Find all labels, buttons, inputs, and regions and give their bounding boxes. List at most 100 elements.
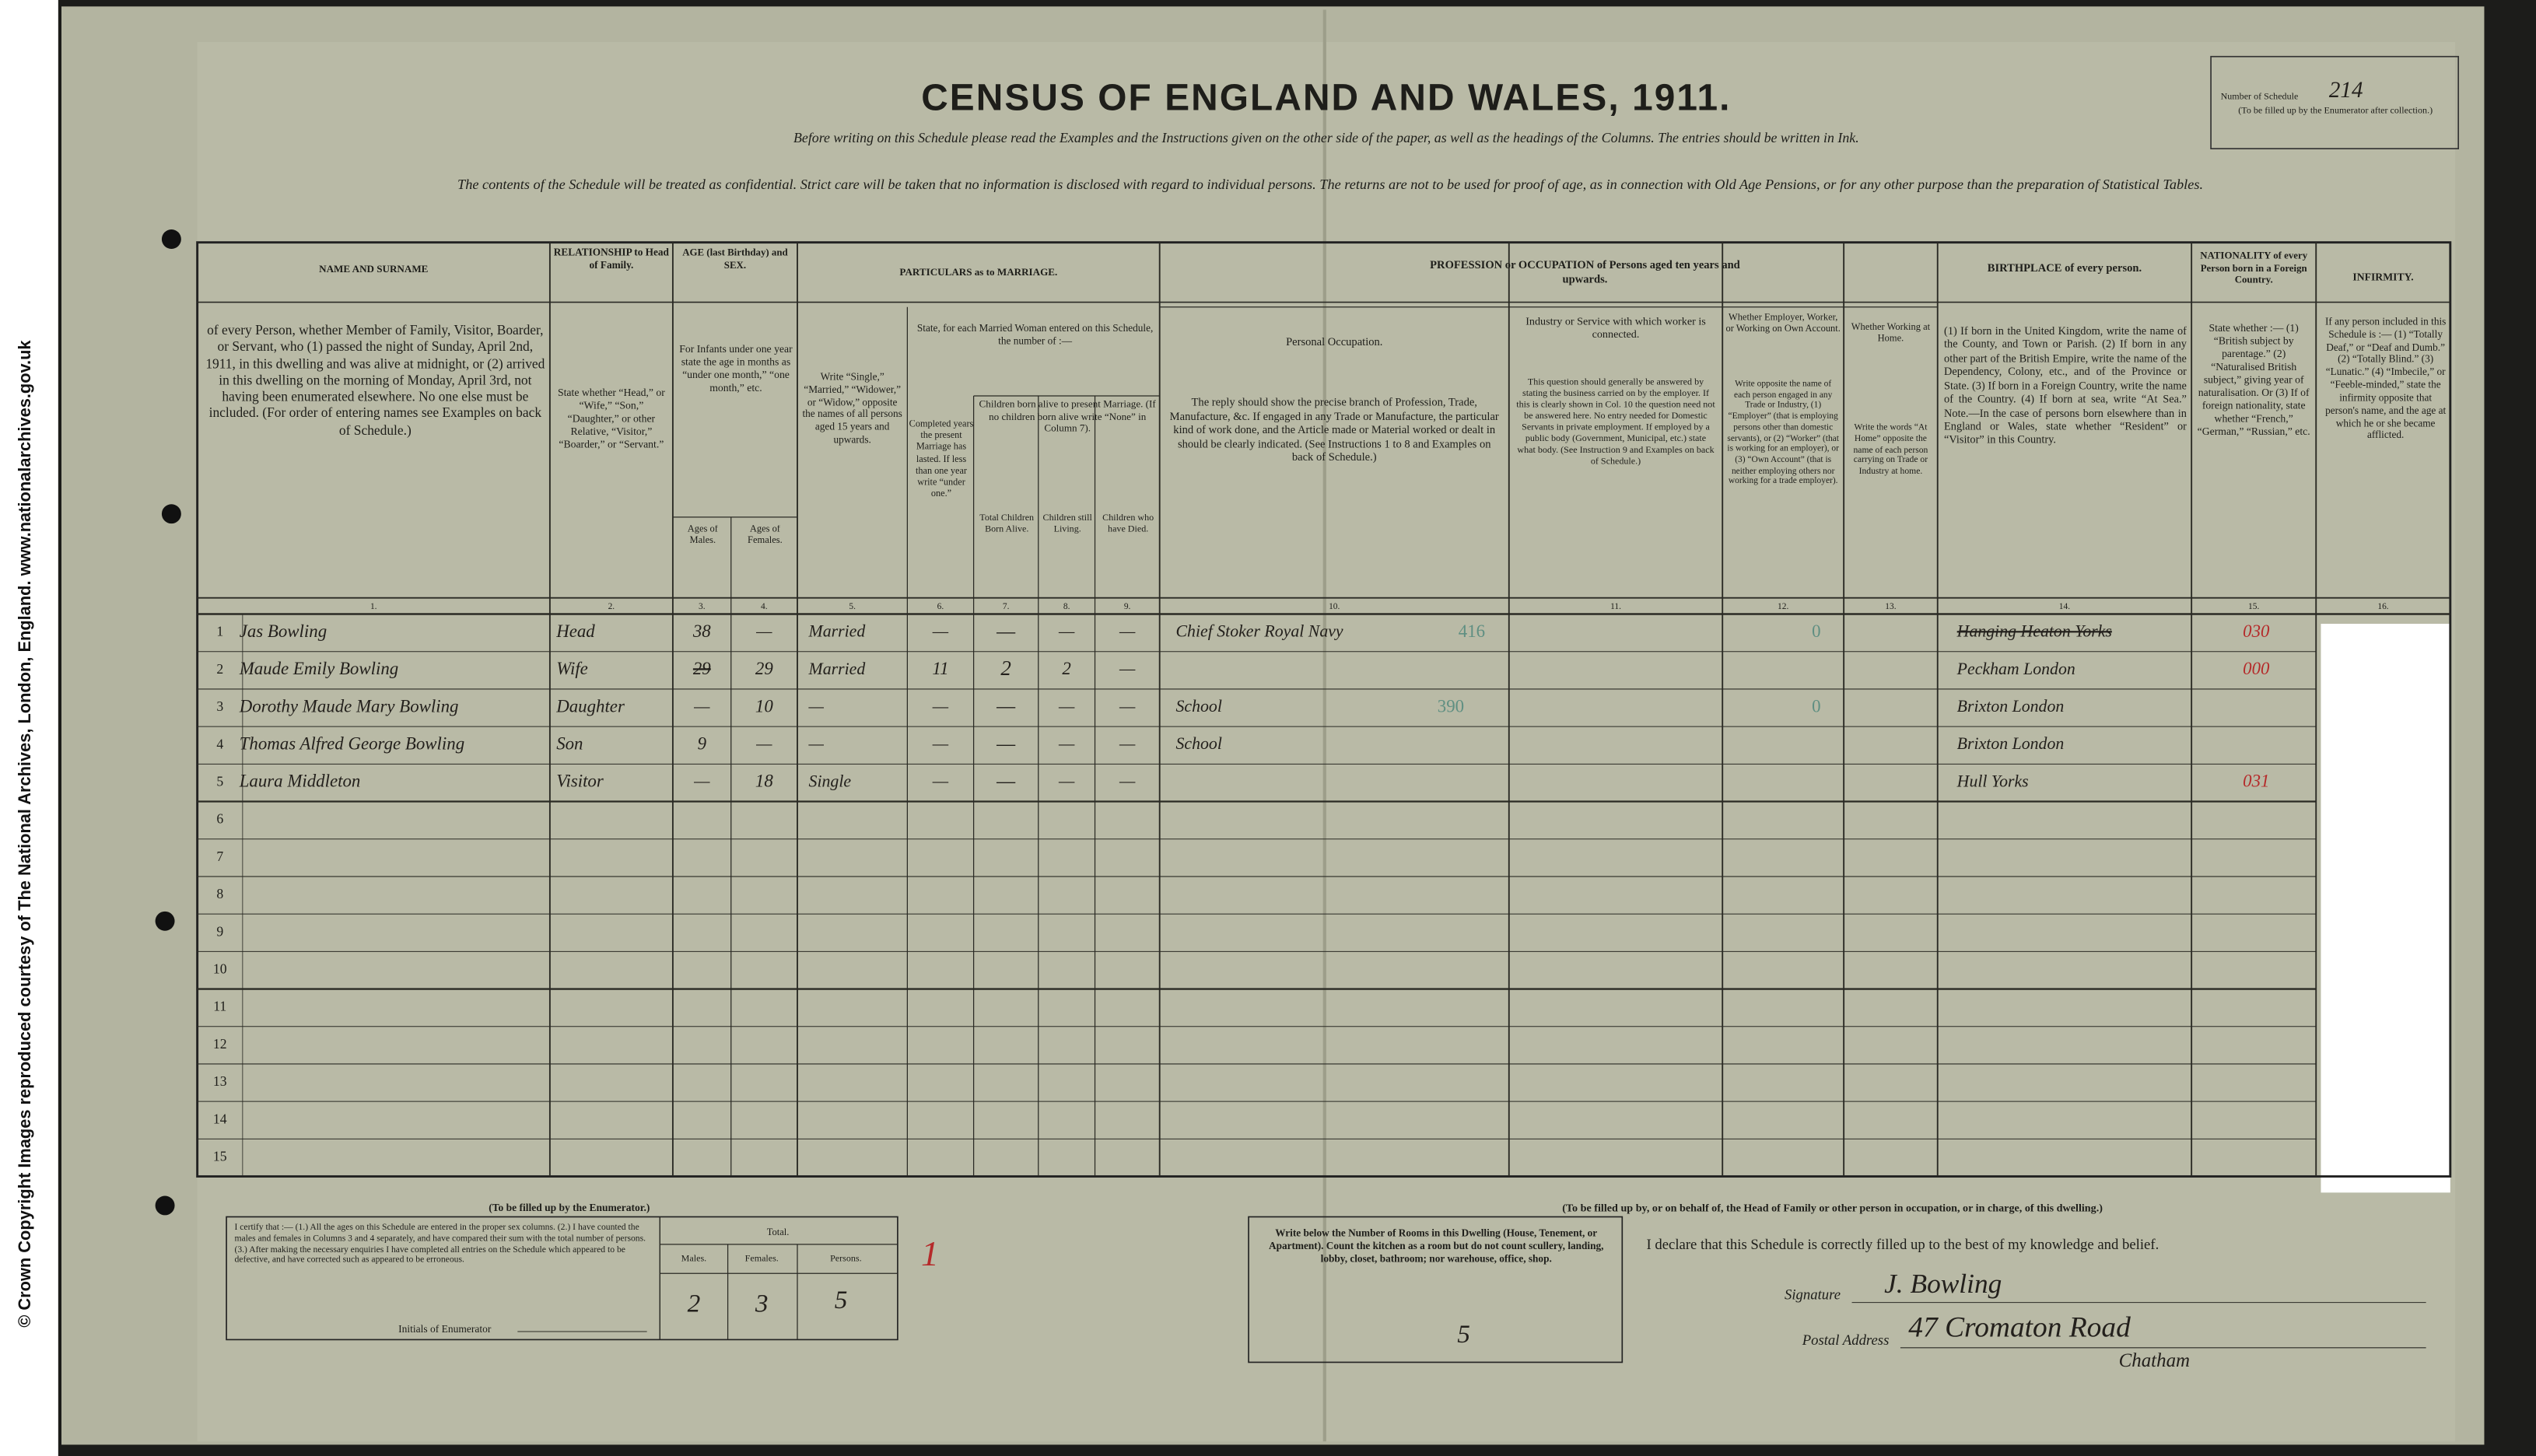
column-number: 16. <box>2377 602 2388 611</box>
column-number: 14. <box>2059 602 2070 611</box>
children-born-alive: — <box>996 694 1016 717</box>
enumerator-box <box>226 1216 898 1341</box>
row-number: 10 <box>213 961 227 976</box>
column-subheading-box: Ages of Females. <box>748 525 783 547</box>
relationship: Visitor <box>556 772 604 791</box>
enumerator-mark: 1 <box>921 1234 939 1273</box>
column-number: 1. <box>370 602 377 611</box>
column-number: 11. <box>1610 602 1621 611</box>
column-description-box: of every Person, whether Member of Famil… <box>205 323 545 438</box>
section-heading: (To be filled up by the Enumerator.) <box>489 1202 650 1213</box>
column-number: 7. <box>1003 602 1010 611</box>
occupation-code: 416 <box>1459 621 1485 641</box>
marriage-years: 11 <box>932 659 948 678</box>
punch-hole <box>161 504 181 524</box>
row-number: 3 <box>216 698 223 714</box>
birthplace: Brixton London <box>1957 697 2065 716</box>
redaction <box>2321 623 2450 1193</box>
children-living: — <box>1058 621 1075 641</box>
person-name: Dorothy Maude Mary Bowling <box>239 696 459 716</box>
children-living: — <box>1058 696 1075 716</box>
marital-condition: Married <box>808 622 866 641</box>
schedule-note: (To be filled up by the Enumerator after… <box>2238 107 2433 117</box>
column-description: Completed years the present Marriage has… <box>909 420 974 500</box>
row-number: 12 <box>213 1036 227 1052</box>
column-description-box: Write the words “At Home” opposite the n… <box>1853 423 1928 477</box>
relationship: Wife <box>556 659 588 678</box>
column-heading-box: PROFESSION or OCCUPATION of Persons aged… <box>1430 258 1740 285</box>
column-subheading-box: Ages of Males. <box>687 525 718 547</box>
children-living: — <box>1058 772 1075 791</box>
row-number: 5 <box>216 773 223 789</box>
column-heading: PARTICULARS as to MARRIAGE. <box>899 266 1057 278</box>
birthplace: Brixton London <box>1957 734 2065 753</box>
birthplace: Peckham London <box>1956 660 2075 678</box>
column-number: 5. <box>849 602 856 611</box>
females-label: Females. <box>745 1252 779 1263</box>
column-description-box: Children who have Died. <box>1102 513 1154 535</box>
rooms-instruction-box: Write below the Number of Rooms in this … <box>1268 1228 1604 1265</box>
column-description: If any person included in this Schedule … <box>2324 317 2447 442</box>
row-number: 2 <box>216 661 223 677</box>
birthplace: Hanging Heaton Yorks <box>1956 622 2112 641</box>
column-heading: RELATIONSHIP to Head of Family. <box>553 247 669 271</box>
person-name: Laura Middleton <box>239 772 361 791</box>
form-title: CENSUS OF ENGLAND AND WALES, 1911. <box>921 77 1731 118</box>
column-description: Total Children Born Alive. <box>979 513 1035 535</box>
column-description: Children still Living. <box>1042 513 1092 535</box>
column-description-box: Total Children Born Alive. <box>979 513 1035 535</box>
confidential-notice: The contents of the Schedule will be tre… <box>457 176 2204 193</box>
column-number: 4. <box>761 602 768 611</box>
column-description: (1) If born in the United Kingdom, write… <box>1944 326 2187 447</box>
rooms-instruction: Write below the Number of Rooms in this … <box>1268 1228 1604 1265</box>
postal-town: Chatham <box>2119 1350 2190 1371</box>
column-number: 9. <box>1124 602 1131 611</box>
marital-condition: Married <box>808 660 866 678</box>
section-heading: (To be filled up by, or on behalf of, th… <box>1562 1202 2103 1214</box>
column-description-box: If any person included in this Schedule … <box>2324 317 2447 442</box>
declaration: I declare that this Schedule is correctl… <box>1647 1237 2159 1253</box>
instruction: Before writing on this Schedule please r… <box>793 130 1859 145</box>
person-name: Jas Bowling <box>240 621 327 641</box>
confidential-notice-box: The contents of the Schedule will be tre… <box>457 176 2204 193</box>
children-died: — <box>1119 733 1136 753</box>
age-female: 18 <box>755 772 773 791</box>
column-number: 3. <box>699 602 706 611</box>
postal-address: 47 Cromaton Road <box>1908 1312 2131 1344</box>
age-female: — <box>755 621 772 641</box>
column-heading: Industry or Service with which worker is… <box>1525 317 1706 341</box>
row-number: 4 <box>216 736 223 751</box>
nationality-code: 030 <box>2243 621 2270 641</box>
nationality-code: 000 <box>2243 659 2270 678</box>
total-females: 3 <box>755 1289 769 1318</box>
column-heading-box: Whether Working at Home. <box>1851 324 1930 345</box>
column-heading-box: BIRTHPLACE of every person. <box>1988 262 2142 275</box>
row-number: 9 <box>216 923 223 939</box>
column-number: 15. <box>2248 602 2259 611</box>
row-number: 8 <box>216 886 223 901</box>
age-male: 38 <box>692 621 711 641</box>
row-number: 15 <box>213 1149 227 1164</box>
column-heading: INFIRMITY. <box>2352 271 2413 283</box>
person-name: Thomas Alfred George Bowling <box>240 733 464 753</box>
age-female: 29 <box>755 659 773 678</box>
row-number: 1 <box>216 624 223 639</box>
occupation: School <box>1175 734 1221 753</box>
column-number: 8. <box>1063 602 1070 611</box>
column-description: Write opposite the name of each person e… <box>1727 380 1839 488</box>
column-heading: AGE (last Birthday) and SEX. <box>682 247 788 271</box>
column-description: of every Person, whether Member of Famil… <box>205 323 545 438</box>
marital-condition: — <box>808 697 825 716</box>
children-living: — <box>1058 733 1075 753</box>
children-born-alive: — <box>996 619 1016 642</box>
column-description: Children who have Died. <box>1102 513 1154 535</box>
column-description-box: Children born alive to present Marriage.… <box>979 399 1156 435</box>
column-subheading: Ages of Males. <box>687 525 718 547</box>
column-number: 13. <box>1885 602 1896 611</box>
total-label: Total. <box>767 1227 790 1237</box>
age-male: — <box>693 696 710 716</box>
occupation: Chief Stoker Royal Navy <box>1175 622 1343 641</box>
column-description: State whether :— (1) “British subject by… <box>2197 323 2310 439</box>
children-died: — <box>1119 772 1136 791</box>
